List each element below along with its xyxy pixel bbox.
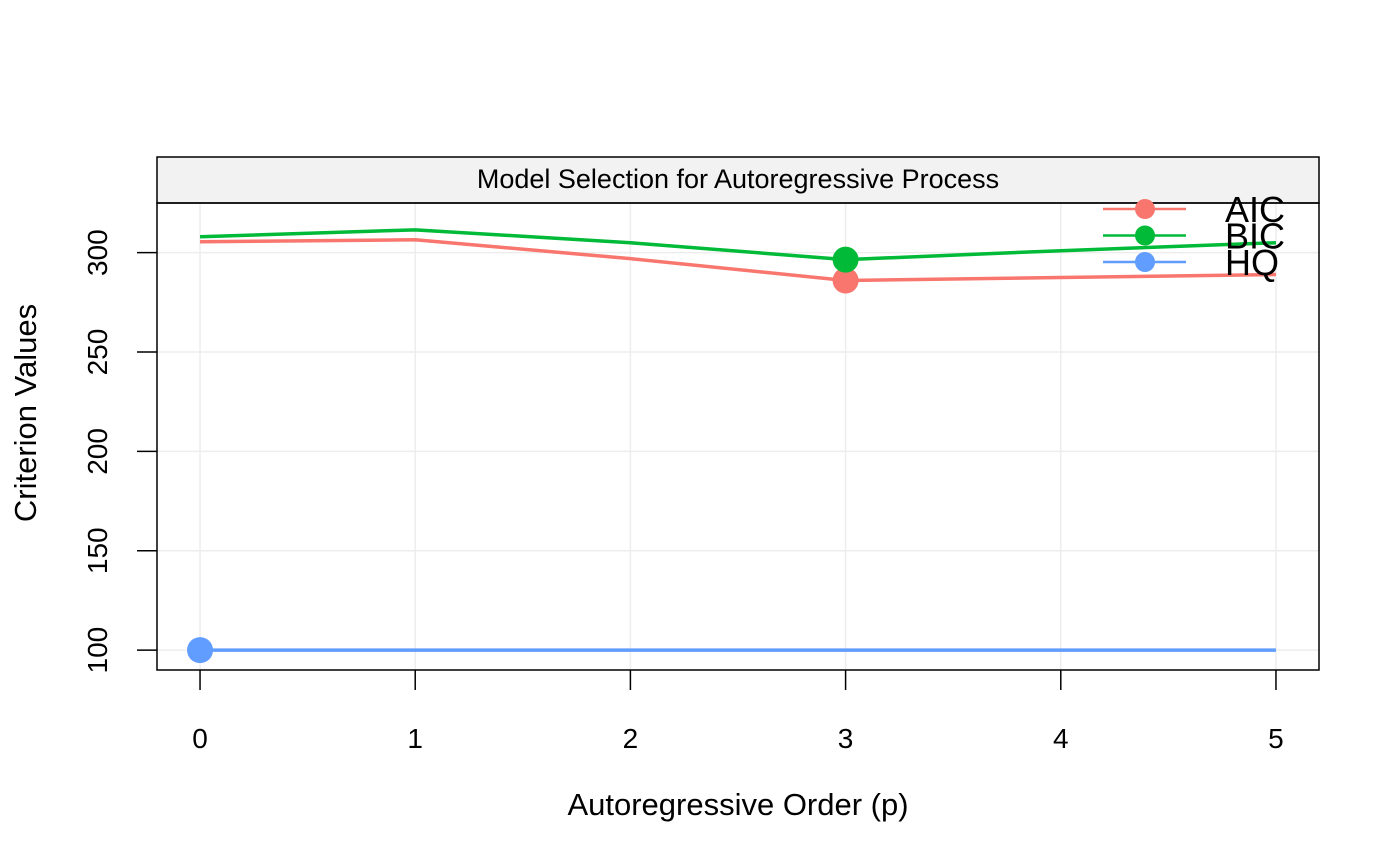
markers [187, 246, 859, 664]
x-tick-label: 0 [192, 723, 208, 754]
x-tick-label: 2 [623, 723, 639, 754]
y-tick-label: 150 [82, 527, 113, 574]
grid [157, 203, 1319, 670]
highlight-point-bic [832, 246, 859, 273]
series-line-aic [200, 238, 1276, 283]
y-axis-label: Criterion Values [8, 304, 43, 522]
x-axis-label: Autoregressive Order (p) [567, 787, 908, 822]
legend-label-bic: BIC [1225, 216, 1285, 257]
y-axis: 100 150 200 250 300 [82, 229, 157, 673]
x-axis: 0 1 2 3 4 5 [192, 670, 1284, 754]
legend-marker-bic [1135, 225, 1155, 246]
x-tick-label: 5 [1268, 723, 1284, 754]
y-tick-label: 100 [82, 627, 113, 674]
series-line-bic [199, 228, 1277, 262]
legend-label-aic: AIC [1225, 189, 1285, 230]
x-tick-label: 1 [407, 723, 423, 754]
strip-background [156, 156, 1320, 204]
y-tick-label: 250 [82, 329, 113, 376]
highlight-point-hq [187, 637, 214, 664]
legend-marker-aic [1135, 199, 1155, 219]
x-tick-label: 3 [838, 723, 854, 754]
series-lines [199, 228, 1277, 652]
y-tick-label: 200 [82, 428, 113, 475]
legend-label-hq: HQ [1225, 242, 1279, 283]
chart-title: Model Selection for Autoregressive Proce… [477, 164, 999, 194]
highlight-point-aic [832, 267, 859, 294]
plot-frame [156, 202, 1320, 671]
y-tick-label: 300 [82, 229, 113, 276]
legend-marker-hq [1135, 252, 1155, 272]
x-tick-label: 4 [1053, 723, 1069, 754]
